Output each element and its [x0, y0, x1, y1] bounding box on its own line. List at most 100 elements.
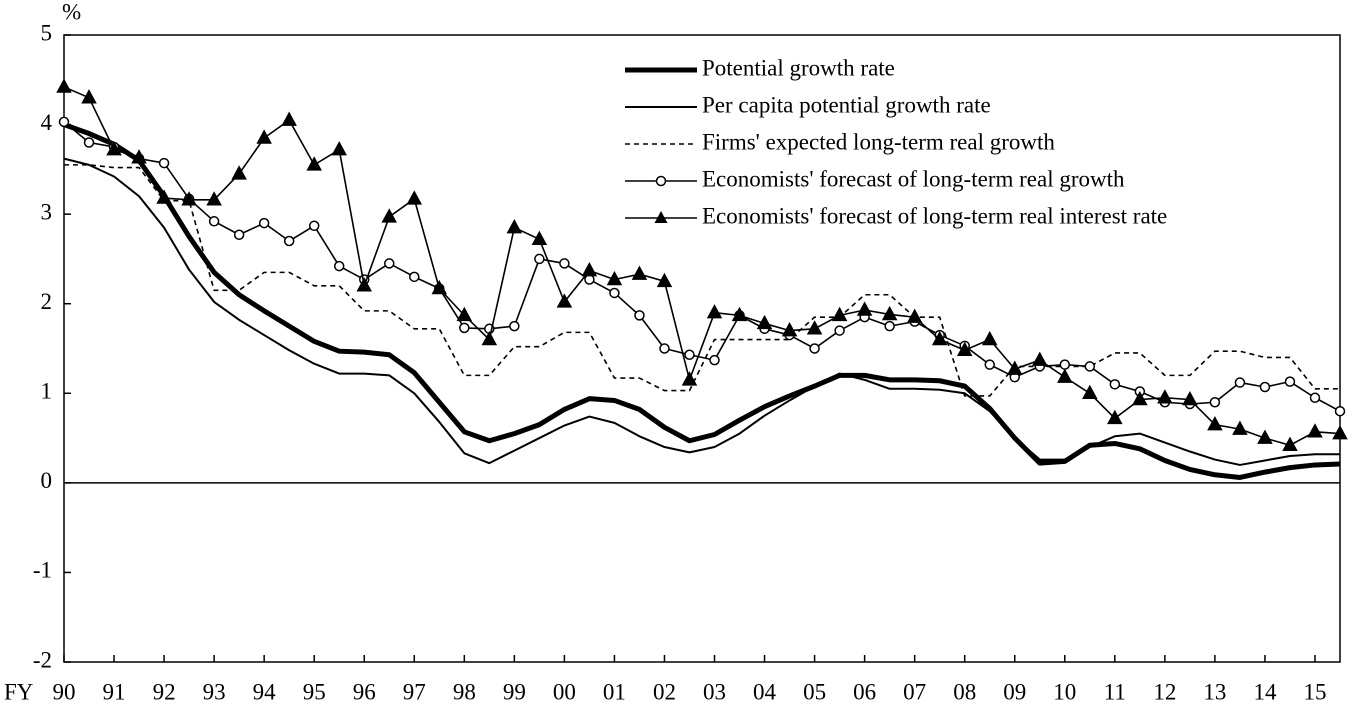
marker-triangle — [1057, 368, 1073, 383]
x-tick-label: 00 — [553, 679, 576, 704]
marker-circle — [884, 320, 895, 332]
marker-triangle — [1006, 360, 1023, 375]
marker-triangle — [381, 208, 398, 223]
marker-circle — [1059, 359, 1071, 370]
x-tick-label: 91 — [103, 679, 126, 704]
y-tick-label: 3 — [41, 199, 53, 224]
marker-triangle — [56, 78, 72, 93]
legend-label: Per capita potential growth rate — [702, 92, 991, 117]
marker-circle — [684, 349, 695, 361]
legend-label: Economists' forecast of long-term real i… — [702, 203, 1167, 228]
legend-label: Potential growth rate — [702, 55, 895, 80]
marker-triangle — [981, 330, 998, 346]
marker-triangle — [506, 219, 523, 234]
marker-circle — [1259, 381, 1271, 393]
marker-circle — [158, 157, 170, 169]
marker-triangle — [1032, 351, 1048, 366]
x-tick-label: 95 — [303, 679, 326, 704]
x-tick-label: 96 — [353, 679, 376, 704]
y-tick-label: 2 — [41, 289, 53, 314]
marker-circle — [1084, 361, 1096, 372]
marker-triangle — [881, 305, 898, 321]
marker-triangle — [581, 261, 598, 277]
x-tick-label: 12 — [1153, 679, 1176, 704]
marker-triangle — [656, 272, 673, 288]
x-tick-label: 06 — [853, 679, 876, 704]
x-tick-label: 03 — [703, 679, 726, 704]
marker-circle — [459, 322, 470, 334]
legend-marker — [655, 175, 667, 187]
marker-circle — [1234, 377, 1246, 388]
marker-triangle — [906, 308, 923, 323]
x-tick-label: 14 — [1253, 679, 1277, 704]
marker-triangle — [556, 293, 573, 308]
series-line — [63, 157, 1340, 466]
marker-circle — [509, 320, 520, 332]
marker-circle — [409, 271, 420, 283]
marker-triangle — [1132, 390, 1148, 406]
x-tick-label: 98 — [453, 679, 476, 704]
marker-circle — [58, 116, 70, 128]
marker-triangle — [1332, 425, 1348, 440]
marker-triangle — [481, 330, 498, 346]
marker-triangle — [431, 279, 448, 295]
marker-circle — [584, 274, 595, 285]
y-tick-label: 4 — [41, 110, 53, 135]
marker-circle — [233, 229, 245, 240]
legend-label: Economists' forecast of long-term real g… — [702, 166, 1125, 191]
marker-circle — [1209, 396, 1221, 408]
marker-triangle — [681, 371, 698, 386]
marker-triangle — [706, 304, 723, 319]
x-tick-label: 94 — [253, 679, 277, 704]
marker-circle — [634, 310, 645, 321]
marker-triangle — [1182, 390, 1198, 406]
y-tick-label: 0 — [41, 468, 53, 493]
marker-triangle — [1257, 429, 1273, 444]
marker-triangle — [181, 191, 197, 206]
x-tick-label: 90 — [53, 679, 76, 704]
legend-label: Firms' expected long-term real growth — [702, 129, 1055, 154]
marker-triangle — [206, 191, 222, 206]
marker-circle — [208, 216, 220, 227]
marker-triangle — [756, 314, 773, 330]
marker-triangle — [1282, 436, 1298, 451]
series-line — [63, 86, 1341, 447]
marker-circle — [809, 343, 820, 354]
marker-circle — [834, 325, 845, 336]
marker-circle — [83, 137, 95, 148]
marker-circle — [1284, 376, 1296, 387]
marker-triangle — [331, 141, 347, 156]
marker-triangle — [931, 330, 948, 346]
marker-circle — [1309, 392, 1321, 404]
marker-circle — [609, 287, 620, 299]
marker-circle — [384, 258, 395, 269]
x-tick-label: 99 — [503, 679, 526, 704]
marker-triangle — [1082, 384, 1098, 400]
marker-triangle — [1207, 416, 1223, 431]
x-tick-label: 97 — [403, 679, 426, 704]
marker-triangle — [1157, 389, 1173, 404]
x-tick-label: 01 — [603, 679, 626, 704]
marker-triangle — [81, 89, 97, 104]
marker-circle — [1109, 379, 1121, 390]
x-axis-label: FY — [4, 679, 34, 704]
x-tick-label: 04 — [753, 679, 777, 704]
marker-triangle — [456, 306, 473, 322]
marker-circle — [534, 253, 545, 265]
marker-triangle — [631, 265, 648, 280]
marker-circle — [984, 359, 995, 370]
marker-triangle — [856, 301, 873, 316]
marker-circle — [659, 343, 670, 354]
x-tick-label: 09 — [1003, 679, 1026, 704]
marker-triangle — [781, 322, 798, 337]
marker-circle — [1334, 405, 1346, 417]
marker-triangle — [256, 129, 272, 144]
y-tick-label: -2 — [33, 647, 52, 672]
series-line — [63, 121, 1341, 412]
marker-circle — [258, 217, 270, 229]
marker-triangle — [1107, 409, 1123, 425]
marker-circle — [333, 260, 345, 272]
y-tick-label: 1 — [41, 379, 53, 404]
y-tick-label: -1 — [33, 558, 52, 583]
